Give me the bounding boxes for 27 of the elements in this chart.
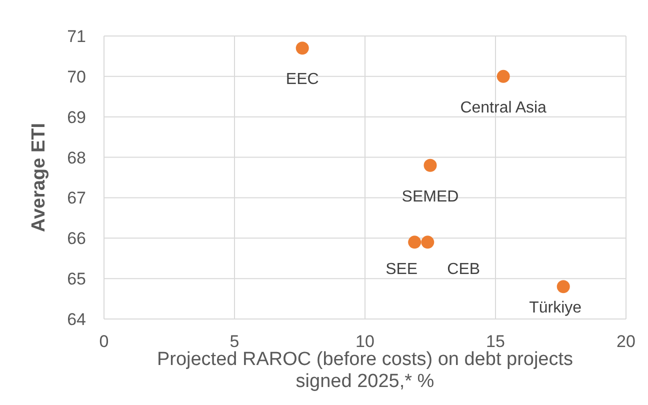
x-axis-title: Projected RAROC (before costs) on debt projects signed 2025,* % xyxy=(156,349,574,392)
x-tick-label: 10 xyxy=(356,332,374,352)
point xyxy=(296,42,309,55)
x-tick-label: 0 xyxy=(99,332,109,352)
x-tick-label: 15 xyxy=(486,332,505,352)
point xyxy=(496,70,510,83)
x-tick-label: 20 xyxy=(616,332,636,352)
y-tick-label: 65 xyxy=(67,270,86,289)
point xyxy=(424,158,437,172)
y-tick-label: 69 xyxy=(67,108,86,127)
annotation: Central Asia xyxy=(460,99,547,116)
x-tick-label: 5 xyxy=(230,332,240,352)
y-tick-label: 70 xyxy=(67,67,86,86)
y-tick-label: 64 xyxy=(67,310,86,330)
y-tick-label: 67 xyxy=(67,188,86,208)
y-tick-label: 71 xyxy=(67,27,86,46)
point xyxy=(421,236,434,249)
annotation: CEB xyxy=(447,261,480,278)
annotation: EEC xyxy=(286,71,319,88)
annotation: SEMED xyxy=(402,188,459,206)
annotation: SEE xyxy=(386,261,418,278)
point xyxy=(408,236,422,249)
y-tick-label: 66 xyxy=(67,229,86,248)
point xyxy=(556,280,570,294)
annotation: Türkiye xyxy=(529,300,582,317)
y-tick-label: 68 xyxy=(67,148,86,168)
y-axis-title: Average ETI xyxy=(28,122,50,232)
